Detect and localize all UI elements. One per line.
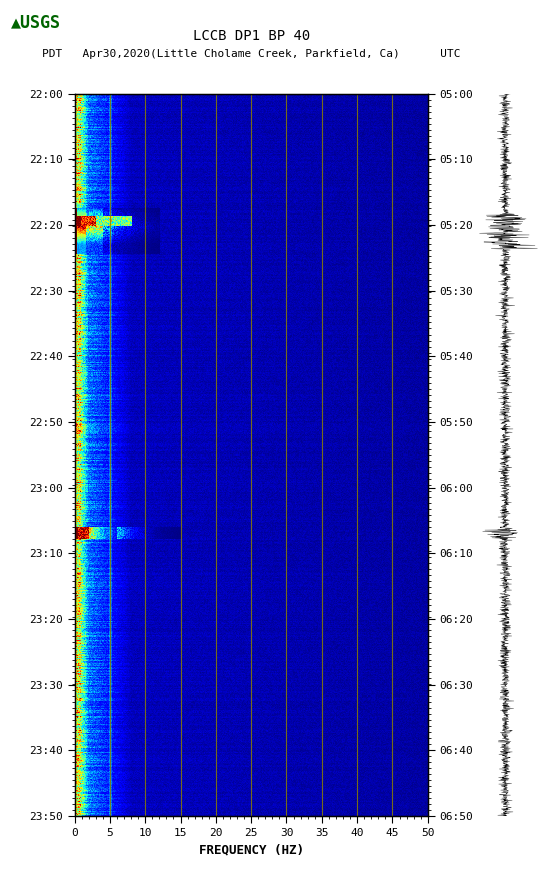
X-axis label: FREQUENCY (HZ): FREQUENCY (HZ)	[199, 844, 304, 856]
Text: PDT   Apr30,2020(Little Cholame Creek, Parkfield, Ca)      UTC: PDT Apr30,2020(Little Cholame Creek, Par…	[42, 48, 460, 59]
Text: LCCB DP1 BP 40: LCCB DP1 BP 40	[193, 29, 310, 43]
Text: ▲USGS: ▲USGS	[11, 13, 61, 31]
